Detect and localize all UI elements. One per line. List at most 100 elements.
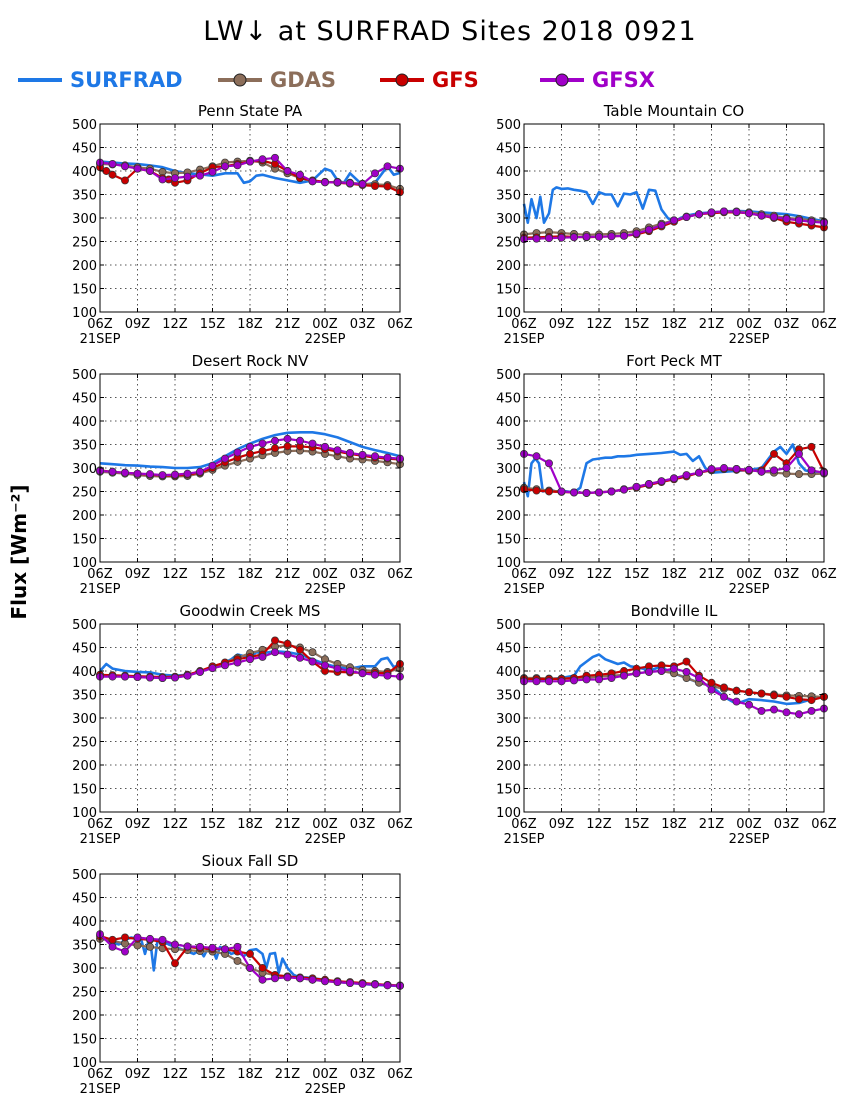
point-gfsx — [620, 671, 628, 680]
x-tick-label: 18Z — [237, 817, 263, 832]
y-tick-label: 400 — [496, 165, 521, 180]
y-tick-label: 350 — [496, 189, 521, 204]
x-tick-label: 09Z — [125, 317, 151, 332]
point-gfsx — [308, 657, 317, 666]
point-gfsx — [607, 232, 616, 241]
x-tick-label: 21Z — [275, 1067, 301, 1082]
panel-title: Fort Peck MT — [626, 352, 722, 370]
x-tick-label: 06Z — [87, 817, 113, 832]
y-tick-label: 200 — [496, 759, 521, 774]
point-gfsx — [183, 942, 192, 951]
x-tick-label: 00Z — [736, 567, 762, 582]
x-tick-label: 06Z — [387, 317, 413, 332]
x-tick-label: 03Z — [350, 317, 376, 332]
legend-marker — [233, 73, 247, 87]
x-date-label: 22SEP — [305, 1082, 346, 1097]
point-gfsx — [333, 978, 342, 987]
point-gfs — [383, 182, 392, 191]
point-gfsx — [296, 170, 304, 179]
x-tick-label: 00Z — [312, 817, 338, 832]
point-gdas — [795, 470, 803, 479]
point-gdas — [308, 648, 317, 657]
legend: SURFRAD GDAS GFS GFSX — [18, 68, 655, 92]
series-line-surfrad — [99, 160, 401, 187]
point-gfsx — [545, 459, 553, 468]
point-gfs — [545, 487, 553, 496]
point-gfsx — [371, 452, 379, 461]
point-gfsx — [171, 470, 179, 479]
point-gfsx — [358, 450, 367, 459]
point-gfsx — [383, 162, 392, 171]
y-tick-label: 250 — [72, 486, 97, 501]
point-gfsx — [208, 461, 217, 470]
y-tick-label: 200 — [72, 759, 97, 774]
point-gfsx — [333, 178, 342, 187]
point-gfsx — [595, 488, 603, 497]
x-tick-label: 06Z — [87, 567, 113, 582]
point-gfsx — [246, 655, 254, 664]
point-gfs — [732, 686, 741, 695]
main-title: LW↓ at SURFRAD Sites 2018 0921 — [203, 16, 696, 47]
point-gfsx — [246, 157, 254, 166]
point-gfsx — [720, 692, 728, 701]
point-gfsx — [233, 942, 242, 951]
y-tick-label: 100 — [72, 556, 97, 571]
legend-item-gdas: GDAS — [218, 68, 336, 92]
y-tick-label: 300 — [72, 212, 97, 227]
point-gfsx — [570, 488, 578, 497]
y-tick-label: 150 — [496, 783, 521, 798]
x-tick-label: 06Z — [387, 1067, 413, 1082]
x-tick-label: 09Z — [125, 567, 151, 582]
point-gfsx — [108, 672, 117, 681]
point-gfsx — [346, 449, 354, 457]
x-tick-label: 21Z — [699, 567, 725, 582]
y-tick-label: 300 — [496, 462, 521, 477]
point-gfs — [757, 689, 766, 698]
point-gfsx — [682, 667, 691, 676]
x-tick-label: 03Z — [774, 317, 800, 332]
point-gfsx — [196, 171, 204, 180]
point-gfsx — [196, 667, 204, 676]
x-tick-label: 12Z — [162, 1067, 188, 1082]
legend-item-surfrad: SURFRAD — [18, 68, 183, 92]
x-tick-label: 21Z — [699, 817, 725, 832]
point-gfs — [121, 933, 129, 942]
point-gfsx — [133, 164, 142, 173]
x-date-label: 21SEP — [504, 832, 545, 847]
point-gfsx — [108, 467, 117, 476]
point-gfsx — [371, 670, 379, 679]
point-gfsx — [770, 466, 778, 475]
legend-item-gfsx: GFSX — [540, 68, 655, 92]
point-gfsx — [346, 179, 354, 188]
point-gfs — [532, 486, 541, 495]
point-gfsx — [807, 217, 816, 226]
point-gfsx — [371, 169, 379, 178]
point-gfsx — [271, 153, 279, 162]
x-tick-label: 03Z — [350, 567, 376, 582]
point-gfsx — [333, 446, 342, 455]
x-tick-label: 09Z — [549, 817, 575, 832]
y-tick-label: 150 — [72, 533, 97, 548]
x-tick-label: 15Z — [200, 817, 226, 832]
point-gfsx — [171, 174, 179, 182]
x-date-label: 22SEP — [305, 582, 346, 597]
point-gfsx — [682, 213, 691, 222]
x-tick-label: 15Z — [200, 317, 226, 332]
point-gfsx — [682, 471, 691, 479]
y-tick-label: 150 — [496, 533, 521, 548]
point-gfsx — [795, 449, 803, 458]
y-axis-label: Flux [Wm⁻²] — [7, 484, 31, 619]
point-gfsx — [283, 650, 292, 659]
x-date-label: 22SEP — [729, 332, 770, 347]
point-gfsx — [557, 487, 566, 496]
y-tick-label: 350 — [72, 689, 97, 704]
point-gfsx — [321, 178, 329, 187]
point-gfsx — [321, 661, 329, 670]
y-tick-label: 500 — [72, 618, 97, 633]
point-gfsx — [532, 234, 541, 243]
point-gfsx — [296, 974, 304, 983]
point-gfsx — [308, 975, 317, 984]
x-tick-label: 03Z — [350, 817, 376, 832]
point-gfsx — [221, 454, 229, 463]
point-gfsx — [258, 439, 267, 448]
